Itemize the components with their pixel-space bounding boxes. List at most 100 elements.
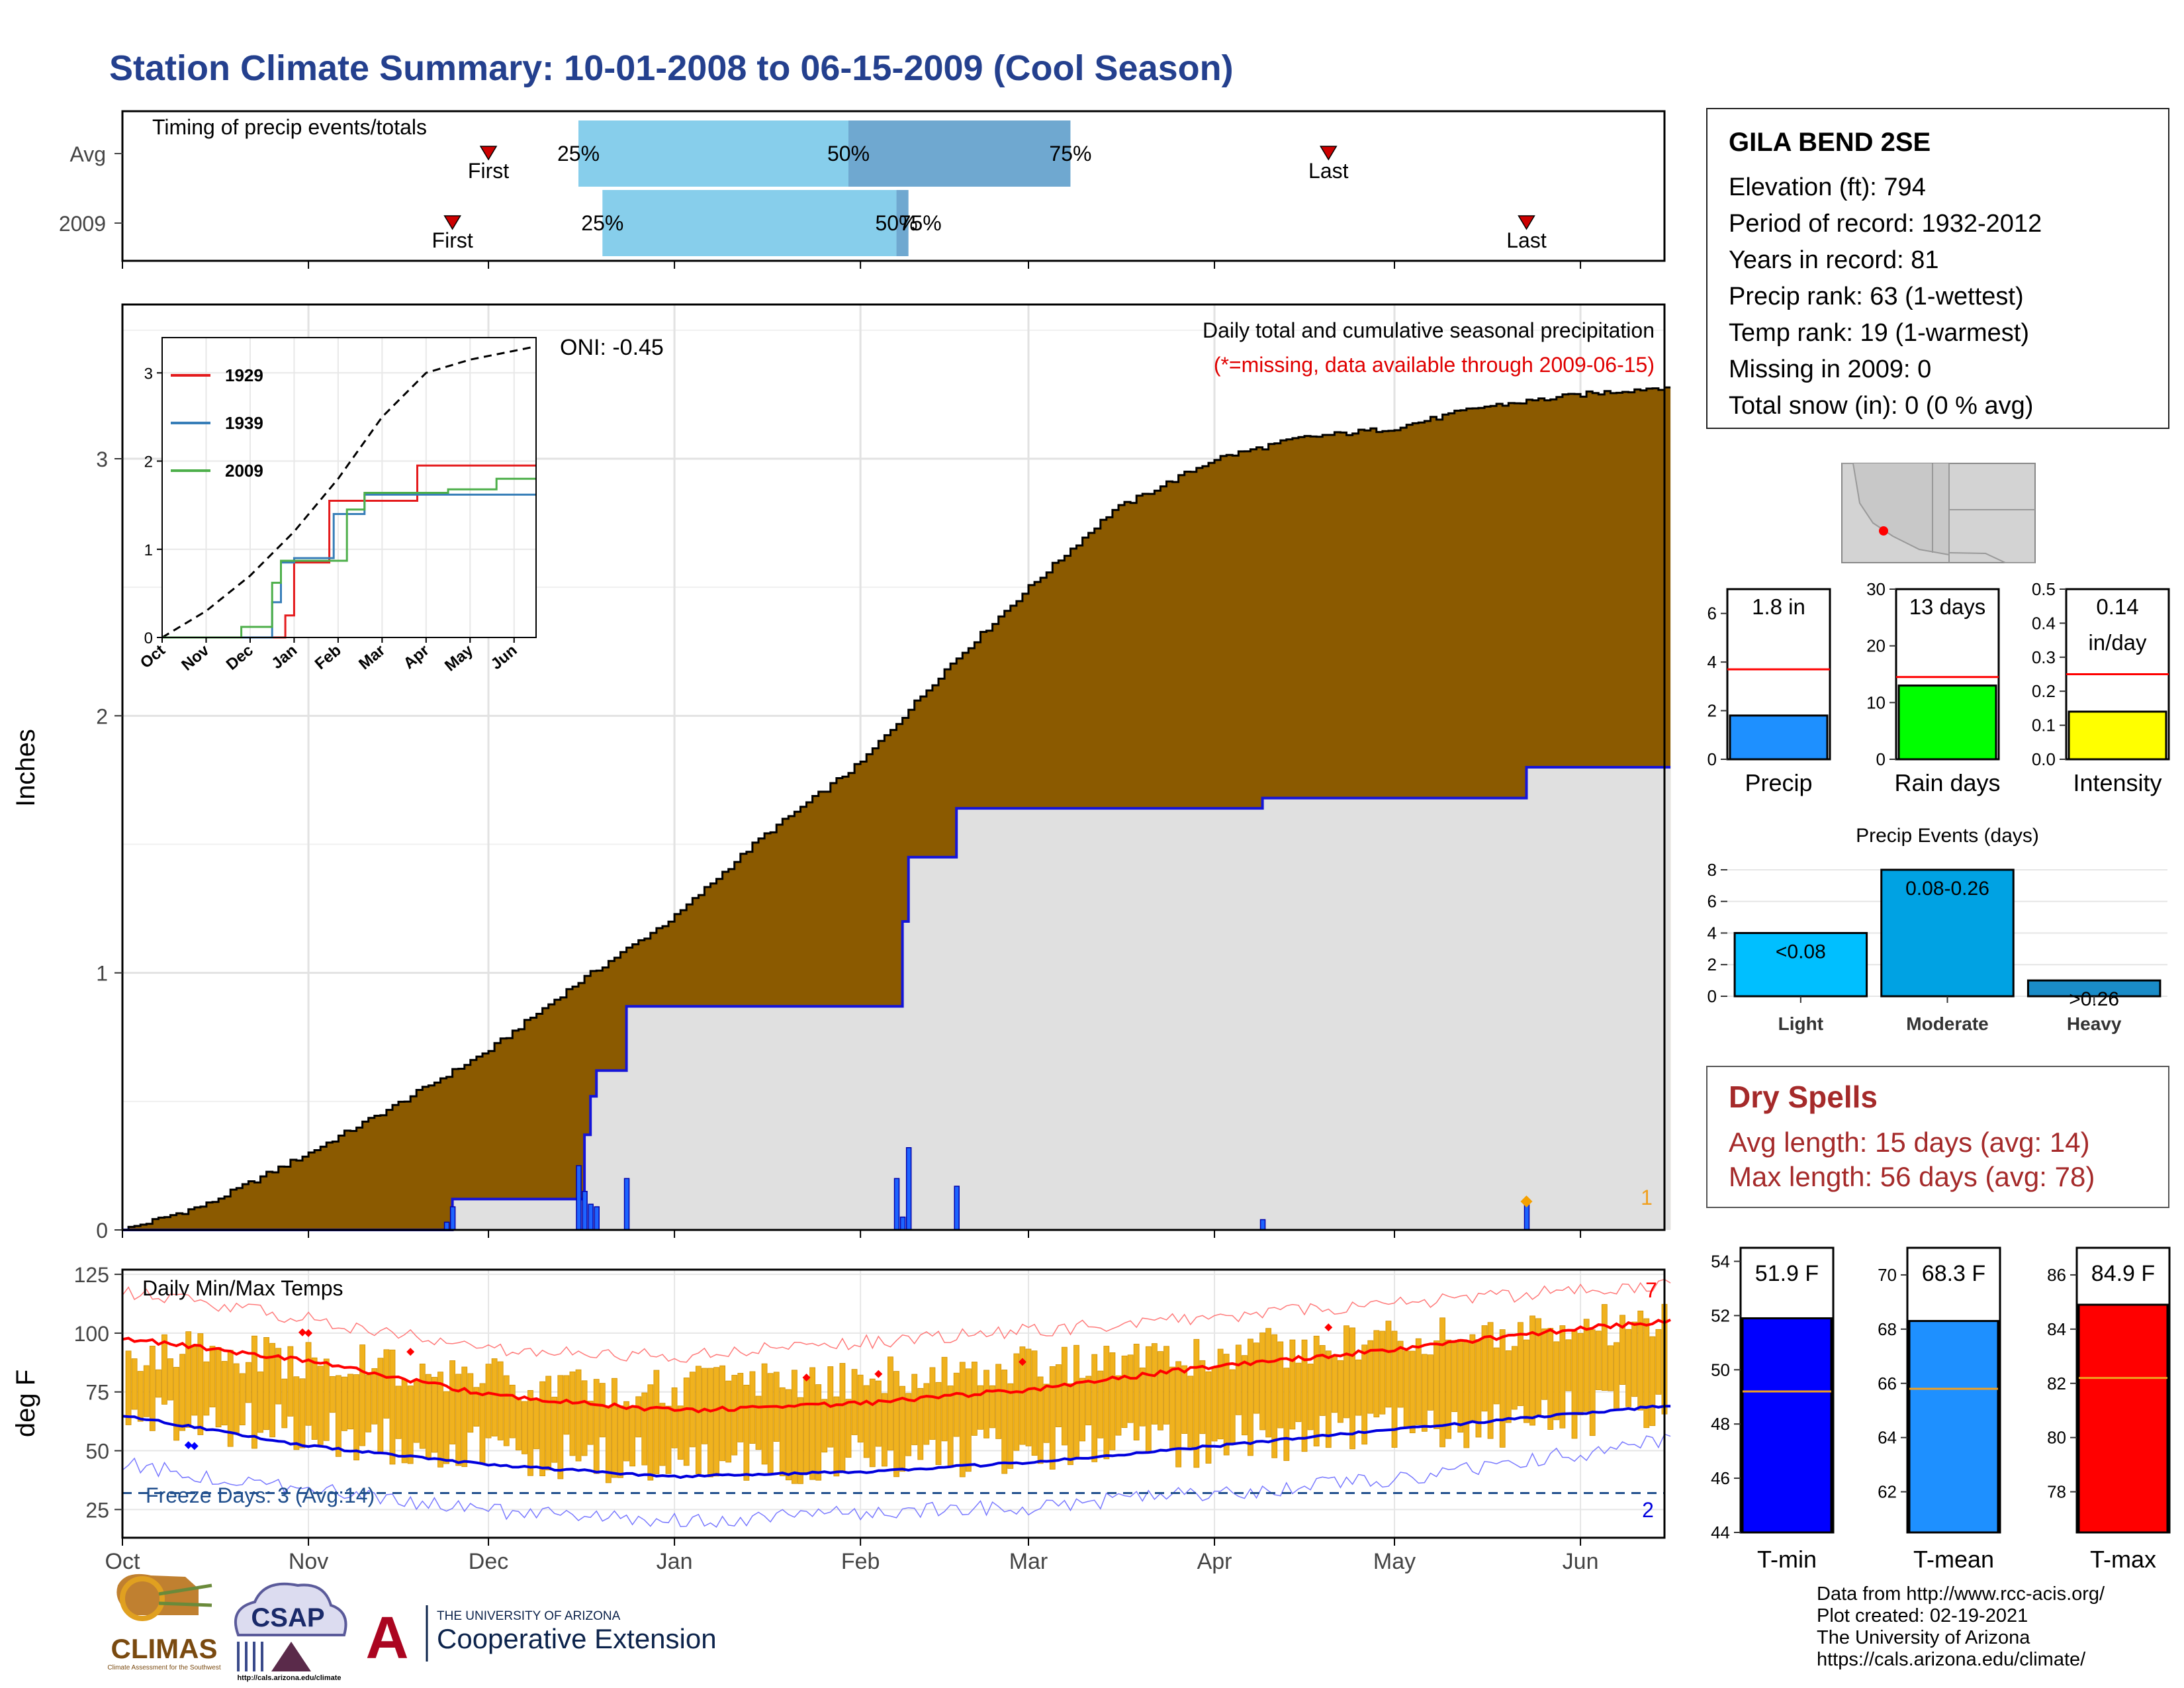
mini-y-label: 0 [1707,749,1717,769]
daily-temp-bar [882,1393,887,1467]
daily-temp-bar [1637,1310,1644,1411]
quartile-bar-low [578,120,849,187]
avg-max-line [122,1318,1671,1414]
daily-temp-bar [1013,1353,1020,1451]
record-high-marker [304,1329,313,1337]
daily-temp-bar [971,1362,978,1436]
daily-temp-bar [587,1401,594,1445]
daily-temp-bar [1643,1318,1650,1429]
daily-temp-bar [755,1395,762,1450]
daily-temp-bar [443,1391,449,1464]
daily-temp-bar [1187,1376,1194,1448]
daily-temp-bar [989,1385,995,1429]
first-marker [443,215,461,230]
daily-temp-bar [707,1368,713,1477]
daily-temp-bar [1595,1331,1602,1390]
daily-temp-bar [1379,1331,1386,1415]
daily-temp-bar [1631,1321,1638,1397]
daily-temp-bar [1109,1352,1116,1450]
p50-label: 50% [876,211,918,235]
daily-temp-bar [1343,1325,1349,1419]
temp-panel: Daily Min/Max Temps Freeze Days: 3 (Avg:1… [11,1263,1671,1574]
month-label: May [1373,1549,1416,1574]
daily-temp-bar [239,1373,246,1426]
mini-bar-charts: 1.8 in 0 2 4 6 Precip 13 days 0 10 20 30 Rain days 0… [1707,579,2170,796]
station-period: Period of record: 1932-2012 [1729,210,2042,238]
daily-temp-bar [635,1396,642,1438]
daily-temp-bar [1463,1341,1470,1448]
daily-temp-bar [137,1371,144,1422]
daily-temp-bar [221,1361,228,1426]
daily-temp-bar [929,1367,936,1440]
season-cumulative-fill [122,767,1671,1230]
daily-temp-bar [683,1378,690,1466]
temp-value-bar [2077,1303,2169,1534]
record-high-marker [406,1348,415,1356]
daily-temp-bar [947,1385,954,1468]
mini-y-label: 0.1 [2032,716,2056,735]
daily-temp-bar [1133,1344,1140,1440]
temp-value-text: 84.9 F [2091,1261,2155,1286]
mini-y-label: 0.3 [2032,647,2056,667]
daily-temp-bar [833,1396,840,1477]
daily-temp-bar [1115,1375,1122,1436]
daily-temp-bar [1205,1371,1212,1464]
credits: Data from http://www.rcc-acis.org/ Plot … [1817,1583,2105,1671]
daily-temp-bar [665,1405,672,1474]
daily-temp-bar [917,1387,924,1460]
daily-precip-bar [899,1216,906,1231]
temp-bar-y-label: 68 [1878,1319,1897,1339]
dry-spells-title: Dry Spells [1729,1080,1878,1114]
daily-temp-bar [1319,1345,1326,1416]
daily-temp-bar [143,1365,150,1417]
last-marker [1518,215,1535,230]
daily-temp-bar [281,1378,288,1429]
daily-temp-bar [1649,1336,1656,1427]
csap-cloud-icon [234,1582,347,1636]
daily-temp-bar [1577,1333,1584,1415]
daily-temp-bar [857,1374,864,1443]
mini-value-bar [2068,710,2167,761]
temp-bar-y-label: 52 [1711,1305,1730,1325]
daily-temp-bar [341,1376,347,1431]
ua-logo-letter: A [366,1605,409,1671]
event-y-label: 2 [1707,955,1717,974]
mini-value-text: in/day [2088,630,2147,655]
event-y-label: 8 [1707,860,1717,880]
daily-temp-bar [1614,1342,1619,1411]
mini-y-label: 0 [1876,749,1886,769]
csap-bars-icon [237,1642,263,1671]
climas-logo-subtext: Climate Assessment for the Southwest [107,1664,220,1671]
daily-temp-bar [1103,1346,1110,1460]
record-low-marker [190,1442,199,1450]
month-label: Apr [1197,1549,1232,1574]
daily-temp-bar [173,1366,179,1441]
temp-frame [121,1268,1666,1539]
daily-temp-bar [1271,1334,1278,1458]
daily-temp-bar [347,1374,353,1430]
daily-temp-bar [593,1379,600,1474]
daily-temp-bar [179,1354,186,1431]
record-high-count: 7 [1645,1278,1657,1302]
daily-temp-bar [251,1335,257,1449]
p75-label: 75% [1049,142,1091,165]
month-label: Jan [657,1549,693,1574]
mini-y-label: 0.2 [2032,681,2056,701]
events-chart: Precip Events (days) <0.08 Light 0.08-0.26 M… [1707,825,2167,1034]
daily-temp-bar [1169,1366,1175,1449]
inset-frame [161,337,537,638]
daily-temp-bar [1175,1361,1182,1468]
avg-min-line [122,1404,1671,1479]
station-info-box: GILA BEND 2SE Elevation (ft): 794 Period… [1706,108,2169,429]
daily-temp-bar [323,1358,330,1441]
month-label: Feb [841,1549,880,1574]
p25-label: 25% [557,142,600,165]
mini-value-text: 13 days [1909,594,1986,619]
daily-temp-bar [702,1368,707,1444]
mini-y-label: 6 [1707,604,1717,624]
daily-temp-bar [263,1336,269,1430]
daily-temp-bar [599,1383,606,1438]
daily-temp-bar [767,1373,774,1474]
p75-label: 75% [899,211,942,235]
